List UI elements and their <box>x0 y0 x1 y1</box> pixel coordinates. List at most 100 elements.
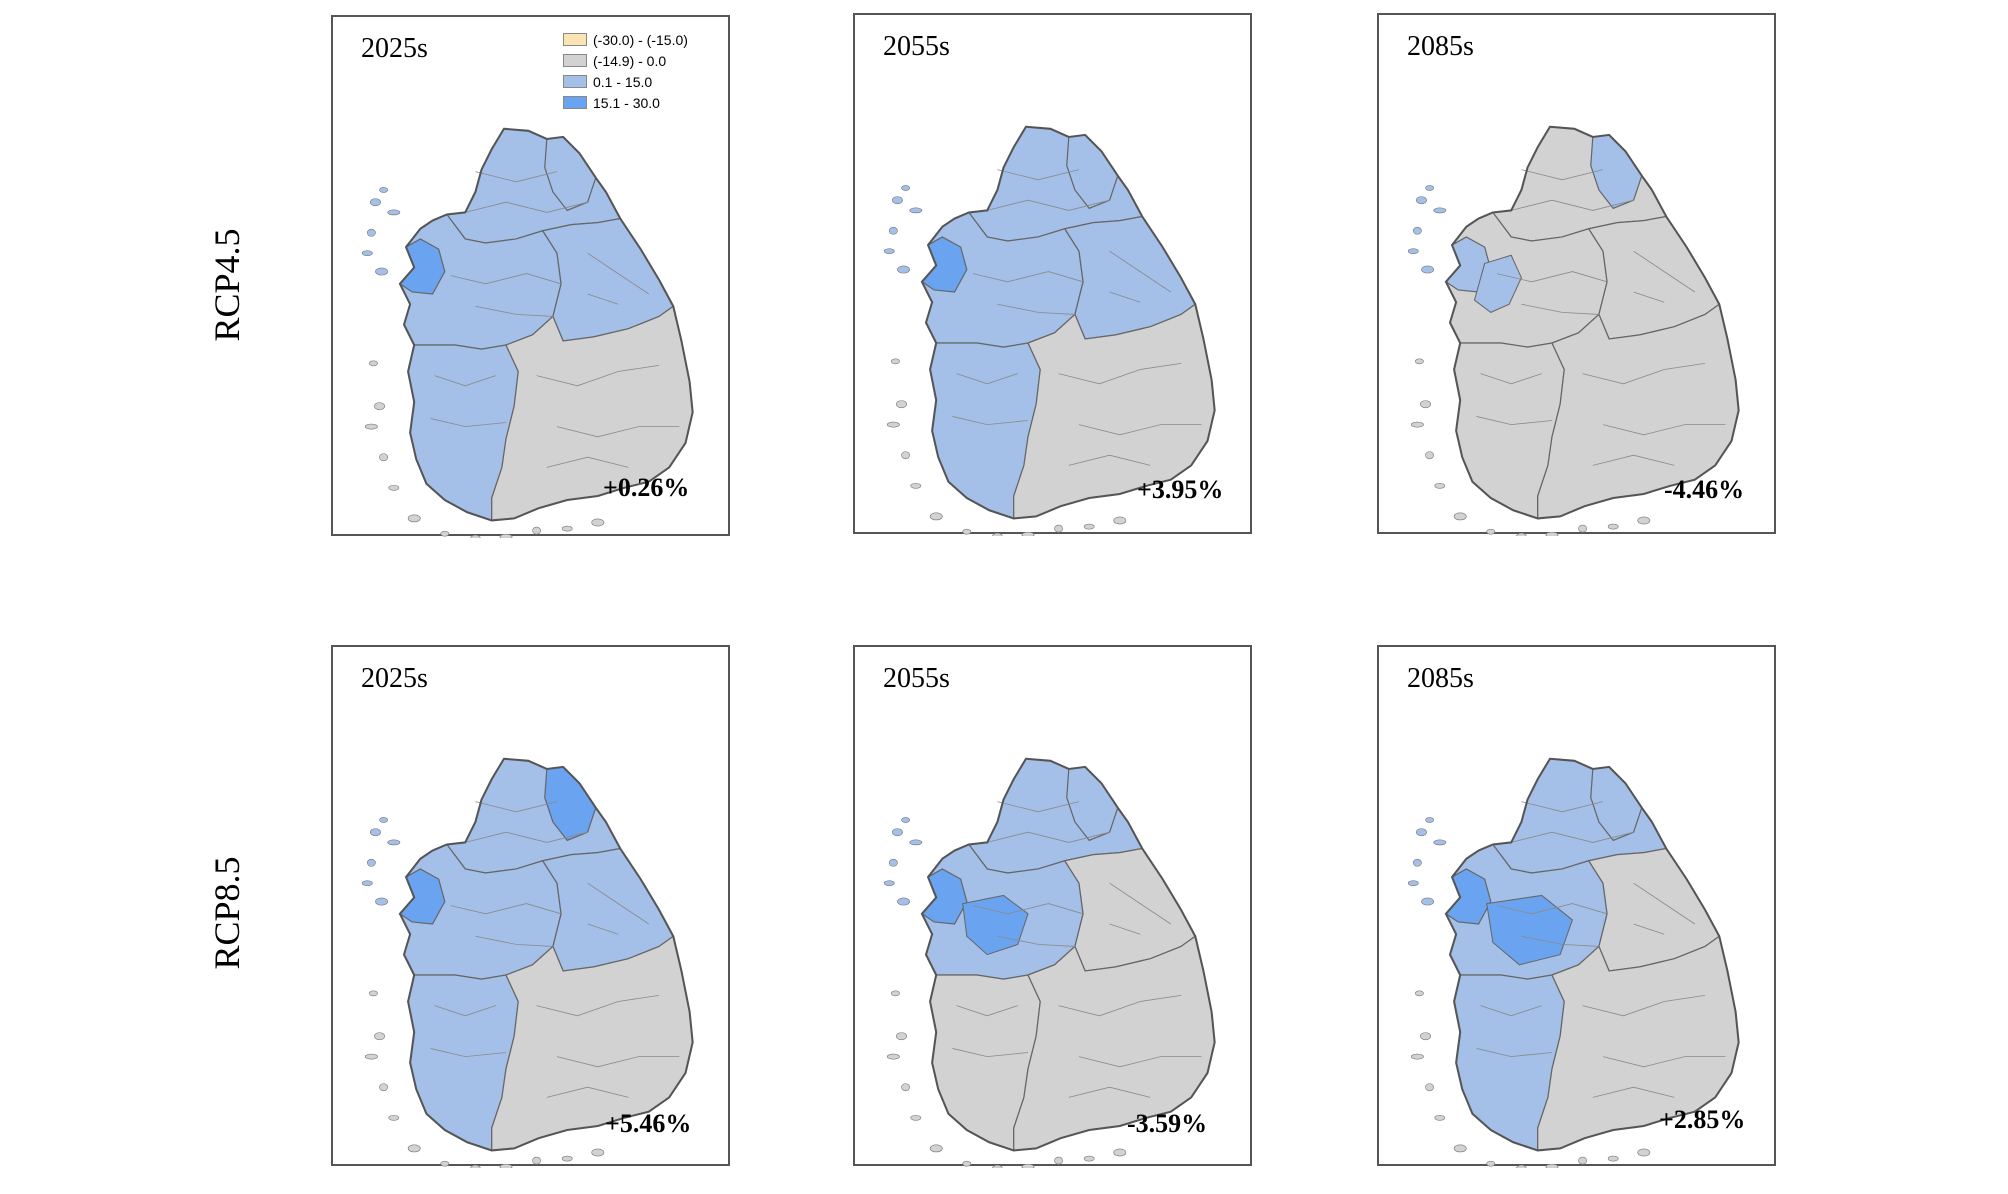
island <box>379 817 388 823</box>
legend-swatch <box>563 96 587 109</box>
island <box>1054 524 1063 533</box>
district-boundary <box>1058 994 1182 1017</box>
island <box>1637 1148 1651 1157</box>
legend-label: (-14.9) - 0.0 <box>593 52 667 69</box>
island <box>901 1083 910 1092</box>
island <box>1425 451 1434 460</box>
island <box>897 897 910 906</box>
legend-swatch <box>563 75 587 88</box>
island <box>1407 248 1419 255</box>
island <box>369 990 378 997</box>
legend: (-30.0) - (-15.0) (-14.9) - 0.0 0.1 - 15… <box>563 29 688 113</box>
period-label: 2025s <box>361 663 428 694</box>
island <box>361 250 373 257</box>
island <box>896 400 907 409</box>
island <box>1425 817 1434 823</box>
island <box>1021 531 1035 536</box>
legend-item: 0.1 - 15.0 <box>563 71 688 92</box>
district-boundary <box>475 935 553 947</box>
map-svg <box>361 127 694 538</box>
island <box>896 1032 907 1041</box>
district-boundary <box>546 1086 629 1098</box>
island <box>370 198 381 207</box>
legend-item: (-30.0) - (-15.0) <box>563 29 688 50</box>
island <box>388 484 400 491</box>
legend-swatch <box>563 33 587 46</box>
district-boundary <box>997 801 1080 813</box>
island <box>361 880 373 887</box>
map-panel-rcp45-2025s: 2025s (-30.0) - (-15.0) (-14.9) - 0.0 0.… <box>331 15 730 538</box>
map-svg <box>1407 125 1740 536</box>
district-boundary <box>434 1005 496 1017</box>
island <box>897 265 910 274</box>
island <box>1516 532 1527 536</box>
island <box>375 267 388 276</box>
island <box>374 402 385 411</box>
coastline <box>920 757 1216 1152</box>
island <box>891 358 900 365</box>
island <box>1607 1155 1619 1162</box>
legend-item: 15.1 - 30.0 <box>563 92 688 113</box>
korea-map <box>361 757 694 1168</box>
district-boundary <box>587 923 619 935</box>
map-region <box>1473 254 1522 313</box>
district-boundary <box>1633 250 1696 293</box>
coastline <box>1444 125 1740 520</box>
island <box>1421 897 1434 906</box>
island <box>992 532 1003 536</box>
district-boundary <box>1068 454 1151 466</box>
map-panel-rcp85-2025s: 2025s +5.46% <box>331 645 730 1168</box>
district-boundary <box>956 373 1018 385</box>
district-boundary <box>1582 362 1706 385</box>
district-boundary <box>1476 1048 1553 1058</box>
island <box>892 196 903 205</box>
island <box>992 1164 1003 1168</box>
island <box>1545 531 1559 536</box>
island <box>364 423 378 430</box>
district-boundary <box>1496 271 1608 283</box>
island <box>1415 990 1424 997</box>
island <box>962 528 972 535</box>
district-boundary <box>1068 1086 1151 1098</box>
change-label: +0.26% <box>603 473 690 502</box>
district-boundary <box>475 171 558 183</box>
district-boundary <box>1480 373 1542 385</box>
korea-map <box>1407 757 1740 1168</box>
island <box>369 360 378 367</box>
district-boundary <box>1582 994 1706 1017</box>
island <box>1434 482 1446 489</box>
island <box>1113 1148 1127 1157</box>
district-boundary <box>952 416 1029 426</box>
island <box>1412 858 1422 867</box>
island <box>910 1114 922 1121</box>
district-boundary <box>465 831 588 843</box>
island <box>591 1148 605 1157</box>
island <box>1425 185 1434 191</box>
island <box>1453 512 1467 521</box>
island <box>375 897 388 906</box>
island <box>470 534 481 538</box>
district-boundary <box>556 1056 680 1068</box>
island <box>1410 421 1424 428</box>
island <box>886 421 900 428</box>
map-panel-rcp85-2055s: 2055s -3.59% <box>853 645 1252 1168</box>
district-boundary <box>1602 424 1726 436</box>
korea-map <box>1407 125 1740 536</box>
map-panel-rcp85-2085s: 2085s +2.85% <box>1377 645 1776 1168</box>
island <box>388 1114 400 1121</box>
island <box>591 518 605 527</box>
map-svg <box>883 125 1216 536</box>
island <box>892 828 903 837</box>
district-boundary <box>1592 1086 1675 1098</box>
map-panel-rcp45-2085s: 2085s -4.46% <box>1377 13 1776 536</box>
coastline <box>920 125 1216 520</box>
island <box>1407 880 1419 887</box>
island <box>364 1053 378 1060</box>
district-boundary <box>1109 882 1172 925</box>
island <box>1433 839 1447 846</box>
district-boundary <box>1476 416 1553 426</box>
island <box>379 187 388 193</box>
island <box>379 453 388 462</box>
island <box>407 1144 421 1153</box>
island <box>440 530 450 537</box>
